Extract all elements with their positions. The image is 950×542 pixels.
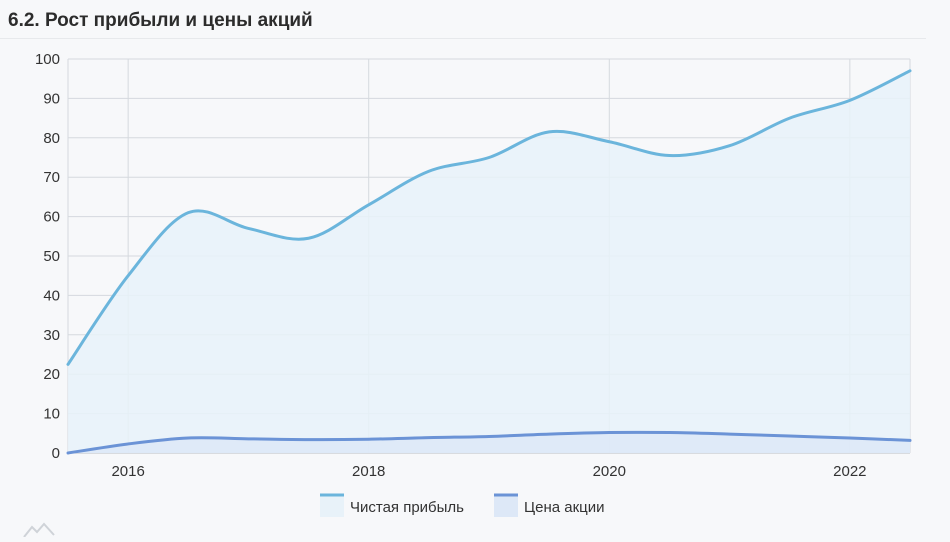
series-areas — [68, 70, 910, 453]
legend-item: Цена акции — [494, 493, 605, 517]
x-axis: 2016 2018 2020 2022 — [111, 463, 866, 480]
legend-label: Чистая прибыль — [350, 499, 464, 516]
legend-label: Цена акции — [524, 499, 605, 516]
watermark-logo-icon — [23, 522, 55, 537]
legend: Чистая прибыль Цена акции — [320, 493, 605, 517]
profit-price-chart: 0 10 20 30 40 50 60 70 80 90 100 2016 2018 2020 2022 … — [0, 40, 950, 537]
y-tick-label: 80 — [43, 130, 60, 147]
y-tick-label: 60 — [43, 209, 60, 226]
series-area-0 — [68, 70, 910, 453]
y-tick-label: 100 — [35, 51, 60, 68]
y-tick-label: 50 — [43, 248, 60, 265]
x-tick-label: 2020 — [593, 463, 626, 480]
series-line-1 — [66, 430, 912, 455]
y-tick-label: 10 — [43, 406, 60, 423]
y-tick-label: 0 — [52, 445, 60, 462]
legend-swatch — [494, 495, 518, 517]
x-tick-label: 2018 — [352, 463, 385, 480]
series-line-0 — [66, 69, 912, 366]
y-tick-label: 30 — [43, 327, 60, 344]
x-tick-label: 2016 — [111, 463, 144, 480]
legend-swatch — [320, 495, 344, 517]
series-area-1 — [68, 432, 910, 453]
section-title: 6.2. Рост прибыли и цены акций — [8, 10, 313, 31]
y-tick-label: 70 — [43, 169, 60, 186]
legend-item: Чистая прибыль — [320, 493, 464, 517]
x-tick-label: 2022 — [833, 463, 866, 480]
y-tick-label: 20 — [43, 366, 60, 383]
y-tick-label: 90 — [43, 90, 60, 107]
title-divider — [0, 38, 926, 39]
series-lines — [66, 69, 912, 455]
y-tick-label: 40 — [43, 287, 60, 304]
y-axis: 0 10 20 30 40 50 60 70 80 90 100 — [35, 51, 60, 462]
